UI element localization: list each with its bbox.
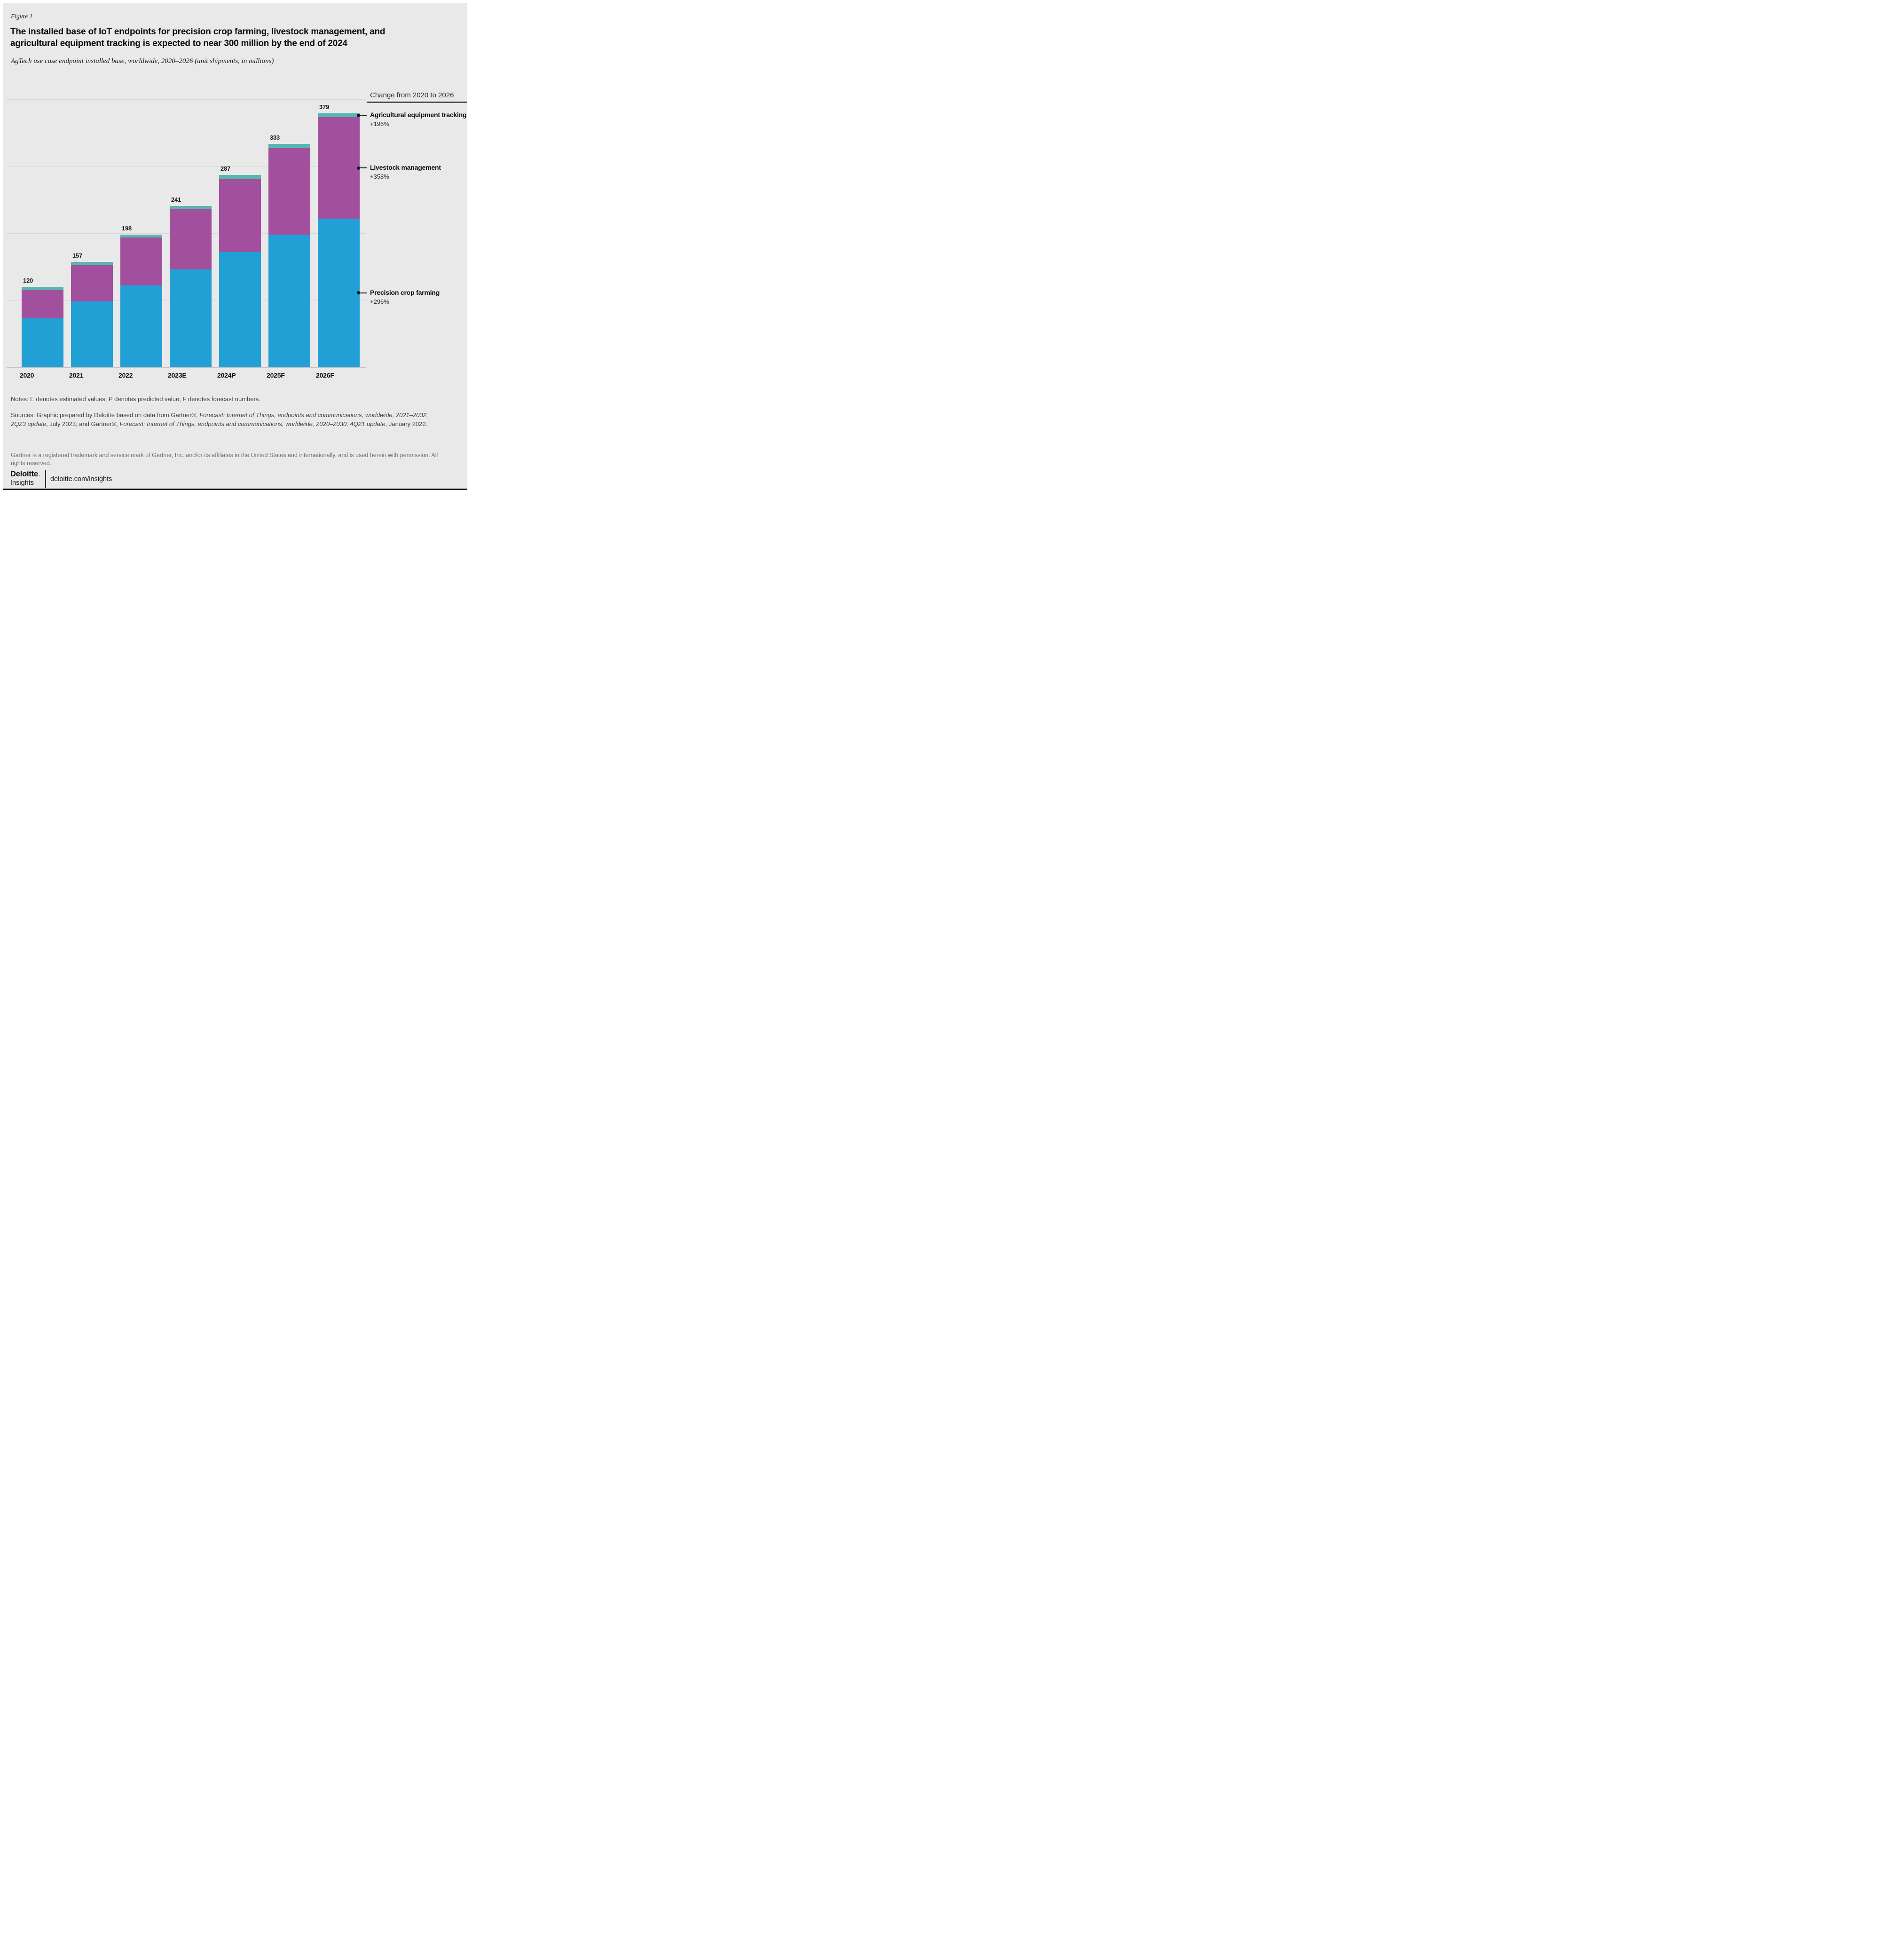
bar-value-label: 287: [220, 165, 231, 173]
bar-segment-agricultural-equipment-tracking: [318, 113, 360, 118]
bar-segment-livestock-management: [219, 179, 261, 252]
bar-segment-precision-crop-farming: [22, 318, 63, 367]
figure-label: Figure 1: [11, 13, 33, 20]
bottom-rule: [3, 489, 467, 490]
gridline-400: [7, 99, 366, 100]
legend-item-label: Livestock management: [370, 164, 441, 172]
gridline-300: [7, 166, 366, 167]
insights-wordmark: Insights: [10, 479, 34, 487]
bar-segment-precision-crop-farming: [120, 285, 162, 367]
bar-value-label: 120: [23, 277, 33, 284]
bar-segment-agricultural-equipment-tracking: [170, 205, 212, 209]
footer-divider: [45, 470, 46, 488]
deloitte-wordmark: Deloitte: [10, 470, 38, 478]
legend-dot-precision-crop-farming: [357, 291, 360, 295]
bar-segment-agricultural-equipment-tracking: [22, 287, 63, 290]
bar-segment-livestock-management: [22, 289, 63, 318]
bar-segment-agricultural-equipment-tracking: [120, 234, 162, 237]
bar-segment-livestock-management: [318, 117, 360, 219]
stacked-bar-chart: 120 2020 157 2021 198 2022 241 2023E 287 2024P 333…: [3, 3, 467, 490]
bar-value-label: 198: [122, 224, 132, 232]
legend-item-label: Agricultural equipment tracking: [370, 111, 467, 119]
notes-text: Notes: E denotes estimated values; P den…: [11, 395, 260, 403]
bar-value-label: 379: [319, 103, 330, 111]
legend-item-change: +358%: [370, 173, 389, 181]
x-axis-label: 2026F: [316, 371, 334, 379]
title-line-2: agricultural equipment tracking is expec…: [10, 38, 347, 48]
bar-segment-agricultural-equipment-tracking: [71, 262, 113, 265]
legend-dot-agricultural-equipment-tracking: [357, 113, 360, 117]
bar-segment-precision-crop-farming: [318, 218, 360, 367]
legend-connector-agricultural-equipment-tracking: [359, 115, 367, 116]
x-axis-label: 2023E: [168, 371, 187, 379]
bar-segment-livestock-management: [71, 264, 113, 302]
page-title: The installed base of IoT endpoints for …: [10, 26, 385, 49]
subtitle: AgTech use case endpoint installed base,…: [11, 57, 274, 65]
x-axis-line: [7, 367, 366, 368]
bar-value-label: 241: [171, 196, 181, 203]
figure-page: Figure 1 The installed base of IoT endpo…: [0, 0, 470, 490]
bar-value-label: 333: [270, 134, 280, 142]
bar-segment-agricultural-equipment-tracking: [268, 144, 310, 149]
bar-segment-precision-crop-farming: [268, 234, 310, 367]
legend-underline-rule: [367, 102, 467, 103]
footer-link: deloitte.com/insights: [50, 475, 112, 483]
legend-item-change: +296%: [370, 298, 389, 305]
legend-dot-livestock-management: [357, 166, 360, 170]
legend-item-label: Precision crop farming: [370, 288, 440, 296]
x-axis-label: 2021: [69, 371, 84, 379]
title-line-1: The installed base of IoT endpoints for …: [10, 26, 386, 37]
bar-segment-precision-crop-farming: [71, 301, 113, 367]
bar-segment-agricultural-equipment-tracking: [219, 175, 261, 179]
legend-item-precision-crop-farming: Precision crop farming +296%: [370, 288, 470, 306]
legend-connector-livestock-management: [359, 167, 367, 169]
deloitte-green-dot: .: [38, 470, 40, 478]
x-axis-label: 2022: [118, 371, 133, 379]
x-axis-label: 2020: [20, 371, 34, 379]
bar-value-label: 157: [72, 252, 83, 260]
x-axis-label: 2024P: [217, 371, 236, 379]
bar-segment-livestock-management: [120, 237, 162, 286]
x-axis-label: 2025F: [267, 371, 285, 379]
bar-segment-precision-crop-farming: [219, 252, 261, 367]
sources-text: Sources: Graphic prepared by Deloitte ba…: [11, 411, 428, 427]
legend-item-agricultural-equipment-tracking: Agricultural equipment tracking +196%: [370, 111, 470, 128]
bar-segment-livestock-management: [268, 148, 310, 235]
bar-segment-livestock-management: [170, 209, 212, 269]
legend-header: Change from 2020 to 2026: [370, 91, 454, 99]
deloitte-insights-logo: Deloitte. Insights: [10, 470, 40, 487]
trademark-text: Gartner is a registered trademark and se…: [11, 452, 438, 466]
legend-connector-precision-crop-farming: [359, 292, 367, 293]
bar-segment-precision-crop-farming: [170, 269, 212, 367]
legend-item-change: +196%: [370, 120, 389, 128]
figure-canvas: Figure 1 The installed base of IoT endpo…: [3, 3, 467, 490]
legend-item-livestock-management: Livestock management +358%: [370, 163, 470, 181]
